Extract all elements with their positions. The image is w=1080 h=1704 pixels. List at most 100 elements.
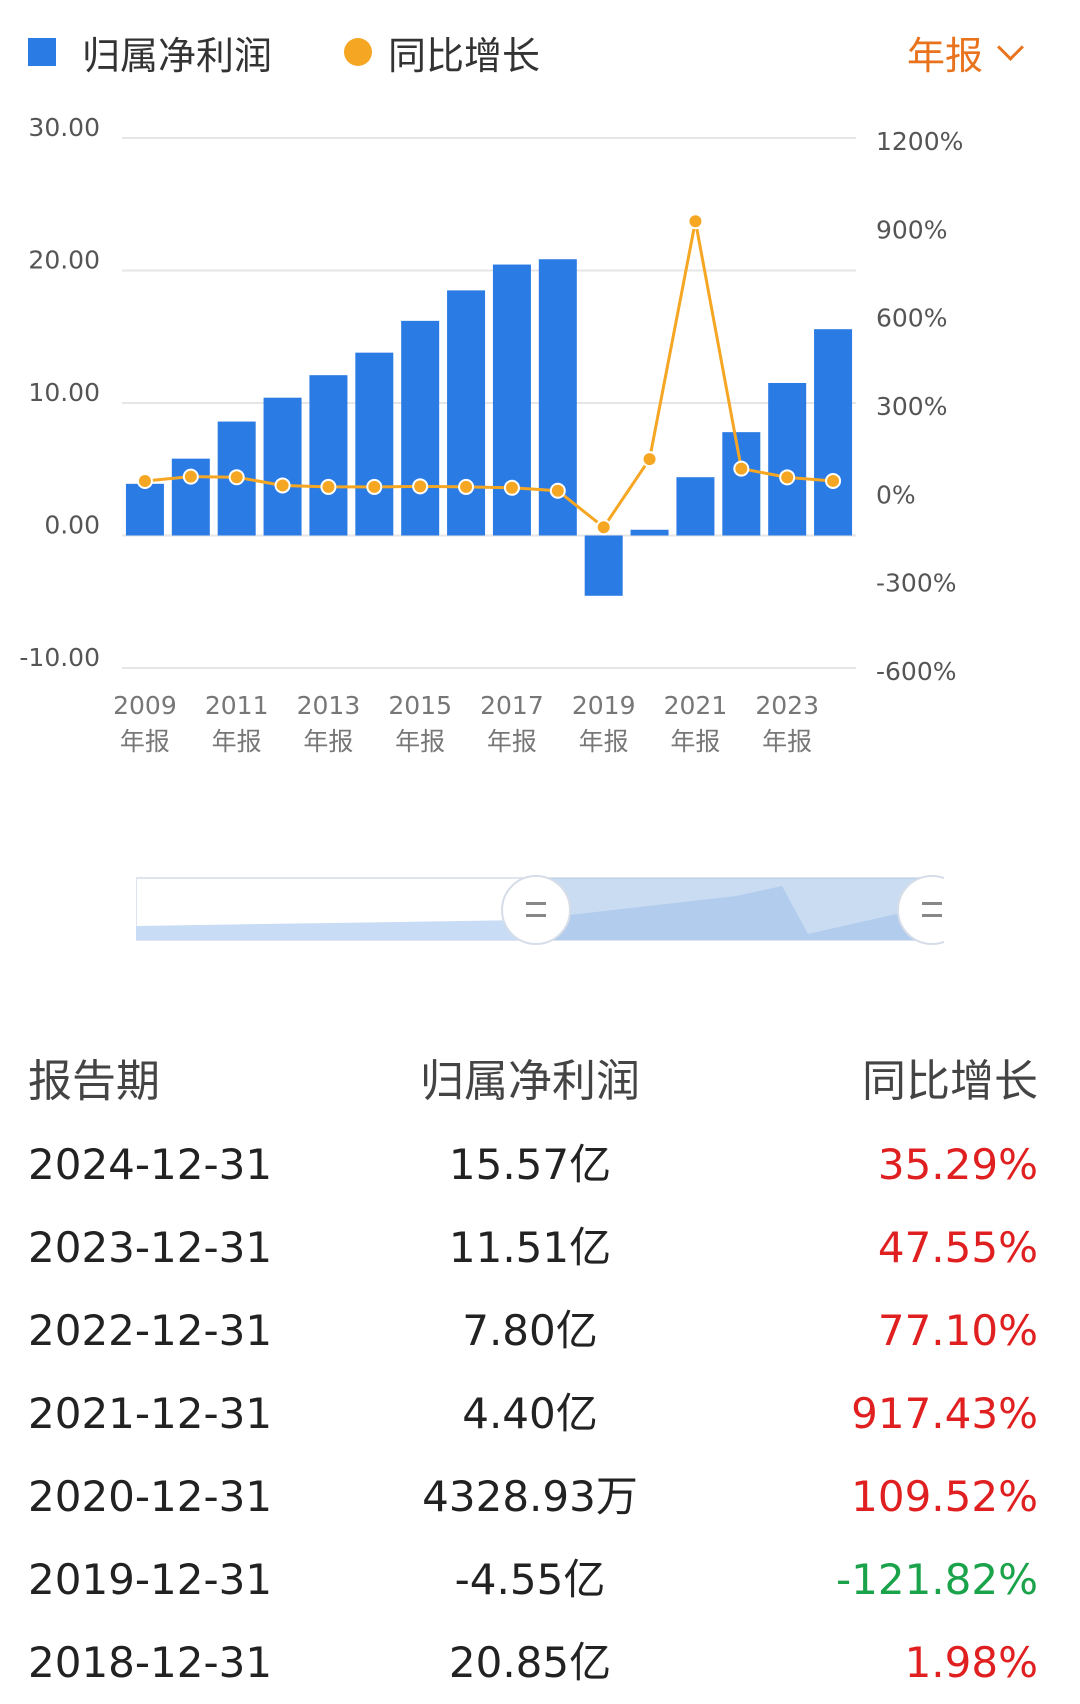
bar-2019[interactable] xyxy=(584,535,623,596)
x-tick-year: 2015 xyxy=(388,691,452,720)
bar-2021[interactable] xyxy=(676,477,715,536)
growth-point-2018[interactable] xyxy=(549,482,566,499)
period-selector[interactable]: 年报 xyxy=(906,22,1024,82)
bar-2023[interactable] xyxy=(768,382,807,536)
data-zoom-slider[interactable] xyxy=(136,870,944,950)
period-label: 年报 xyxy=(906,33,983,78)
table-row[interactable]: 2018-12-31 20.85亿 1.98% xyxy=(0,1621,1080,1704)
growth-point-2024[interactable] xyxy=(825,472,842,489)
table-body: 2024-12-31 15.57亿 35.29% 2023-12-31 11.51亿 47… xyxy=(0,1123,1080,1704)
table-row[interactable]: 2023-12-31 11.51亿 47.55% xyxy=(0,1206,1080,1289)
growth-point-2015[interactable] xyxy=(412,478,429,495)
header-period: 报告期 xyxy=(28,1056,160,1107)
legend-item-profit[interactable]: 归属净利润 xyxy=(28,22,272,82)
growth-point-2022[interactable] xyxy=(733,460,750,477)
cell-date: 2019-12-31 xyxy=(28,1555,273,1604)
growth-point-2013[interactable] xyxy=(320,478,337,495)
chevron-down-icon xyxy=(997,33,1024,61)
cell-growth: -121.82% xyxy=(835,1555,1038,1604)
cell-profit: 7.80亿 xyxy=(462,1306,598,1355)
cell-profit: 15.57亿 xyxy=(448,1140,612,1189)
table-row[interactable]: 2024-12-31 15.57亿 35.29% xyxy=(0,1123,1080,1206)
bar-2014[interactable] xyxy=(355,352,394,536)
bar-2012[interactable] xyxy=(263,397,302,536)
y-left-tick-label: -10.00 xyxy=(19,643,100,672)
bar-swatch-icon xyxy=(28,38,56,66)
growth-point-2011[interactable] xyxy=(228,469,245,486)
table-row[interactable]: 2020-12-31 4328.93万 109.52% xyxy=(0,1455,1080,1538)
table-header: 报告期 归属净利润 同比增长 xyxy=(0,1040,1080,1123)
bar-2022[interactable] xyxy=(722,432,761,536)
cell-profit: 20.85亿 xyxy=(448,1638,612,1687)
cell-growth: 77.10% xyxy=(877,1306,1038,1355)
y-right-tick-label: -600% xyxy=(876,657,957,686)
legend-label-growth: 同比增长 xyxy=(388,33,541,78)
table-row[interactable]: 2021-12-31 4.40亿 917.43% xyxy=(0,1372,1080,1455)
x-tick-year: 2019 xyxy=(572,691,636,720)
y-right-tick-label: -300% xyxy=(876,569,957,598)
bar-2024[interactable] xyxy=(814,329,853,536)
x-tick-suffix: 年报 xyxy=(120,727,170,756)
x-tick-suffix: 年报 xyxy=(487,727,537,756)
growth-point-2014[interactable] xyxy=(366,478,383,495)
y-left-tick-label: 30.00 xyxy=(28,113,100,142)
bar-2016[interactable] xyxy=(447,290,486,536)
slider-handle-left[interactable] xyxy=(501,875,571,945)
y-right-tick-label: 900% xyxy=(876,215,947,244)
growth-point-2019[interactable] xyxy=(595,519,612,536)
y-left-tick-label: 0.00 xyxy=(44,511,100,540)
x-tick-suffix: 年报 xyxy=(395,727,445,756)
bar-2020[interactable] xyxy=(630,529,669,536)
cell-growth: 35.29% xyxy=(877,1140,1038,1189)
growth-point-2012[interactable] xyxy=(274,477,291,494)
cell-profit: 4328.93万 xyxy=(422,1472,638,1521)
y-right-tick-label: 0% xyxy=(876,480,916,509)
growth-point-2020[interactable] xyxy=(641,451,658,468)
dot-swatch-icon xyxy=(344,38,372,66)
cell-date: 2024-12-31 xyxy=(28,1140,273,1189)
cell-growth: 1.98% xyxy=(904,1638,1038,1687)
cell-profit: 11.51亿 xyxy=(448,1223,612,1272)
cell-growth: 917.43% xyxy=(851,1389,1038,1438)
x-tick-suffix: 年报 xyxy=(762,727,812,756)
x-tick-year: 2023 xyxy=(755,691,819,720)
x-tick-suffix: 年报 xyxy=(670,727,720,756)
table-row[interactable]: 2022-12-31 7.80亿 77.10% xyxy=(0,1289,1080,1372)
y-right-tick-label: 600% xyxy=(876,304,947,333)
header-growth: 同比增长 xyxy=(862,1056,1038,1107)
bar-2015[interactable] xyxy=(401,320,440,536)
cell-profit: -4.55亿 xyxy=(454,1555,606,1604)
x-tick-year: 2017 xyxy=(480,691,544,720)
table-row[interactable]: 2019-12-31 -4.55亿 -121.82% xyxy=(0,1538,1080,1621)
bar-2009[interactable] xyxy=(125,483,164,536)
header-profit: 归属净利润 xyxy=(420,1056,640,1107)
x-tick-year: 2021 xyxy=(664,691,728,720)
growth-line xyxy=(144,220,834,530)
slider-handle-right[interactable] xyxy=(897,875,944,945)
x-tick-suffix: 年报 xyxy=(303,727,353,756)
growth-point-2023[interactable] xyxy=(779,469,796,486)
x-tick-year: 2009 xyxy=(113,691,177,720)
growth-point-2021[interactable] xyxy=(687,213,704,230)
slider-selected-range[interactable] xyxy=(536,878,936,940)
x-tick-suffix: 年报 xyxy=(212,727,262,756)
y-left-tick-label: 20.00 xyxy=(28,246,100,275)
y-right-tick-label: 1200% xyxy=(876,127,963,156)
cell-profit: 4.40亿 xyxy=(462,1389,598,1438)
growth-point-2016[interactable] xyxy=(458,478,475,495)
cell-date: 2020-12-31 xyxy=(28,1472,273,1521)
chart-legend: 归属净利润 同比增长 xyxy=(28,22,1052,82)
x-tick-year: 2013 xyxy=(297,691,361,720)
cell-growth: 109.52% xyxy=(851,1472,1038,1521)
y-right-tick-label: 300% xyxy=(876,392,947,421)
growth-point-2017[interactable] xyxy=(503,479,520,496)
x-tick-suffix: 年报 xyxy=(579,727,629,756)
x-tick-year: 2011 xyxy=(205,691,269,720)
legend-item-growth[interactable]: 同比增长 xyxy=(344,22,540,82)
bar-2013[interactable] xyxy=(309,375,348,536)
legend-label-profit: 归属净利润 xyxy=(82,33,273,78)
growth-point-2009[interactable] xyxy=(136,473,153,490)
cell-date: 2022-12-31 xyxy=(28,1306,273,1355)
y-left-tick-label: 10.00 xyxy=(28,378,100,407)
growth-point-2010[interactable] xyxy=(182,468,199,485)
